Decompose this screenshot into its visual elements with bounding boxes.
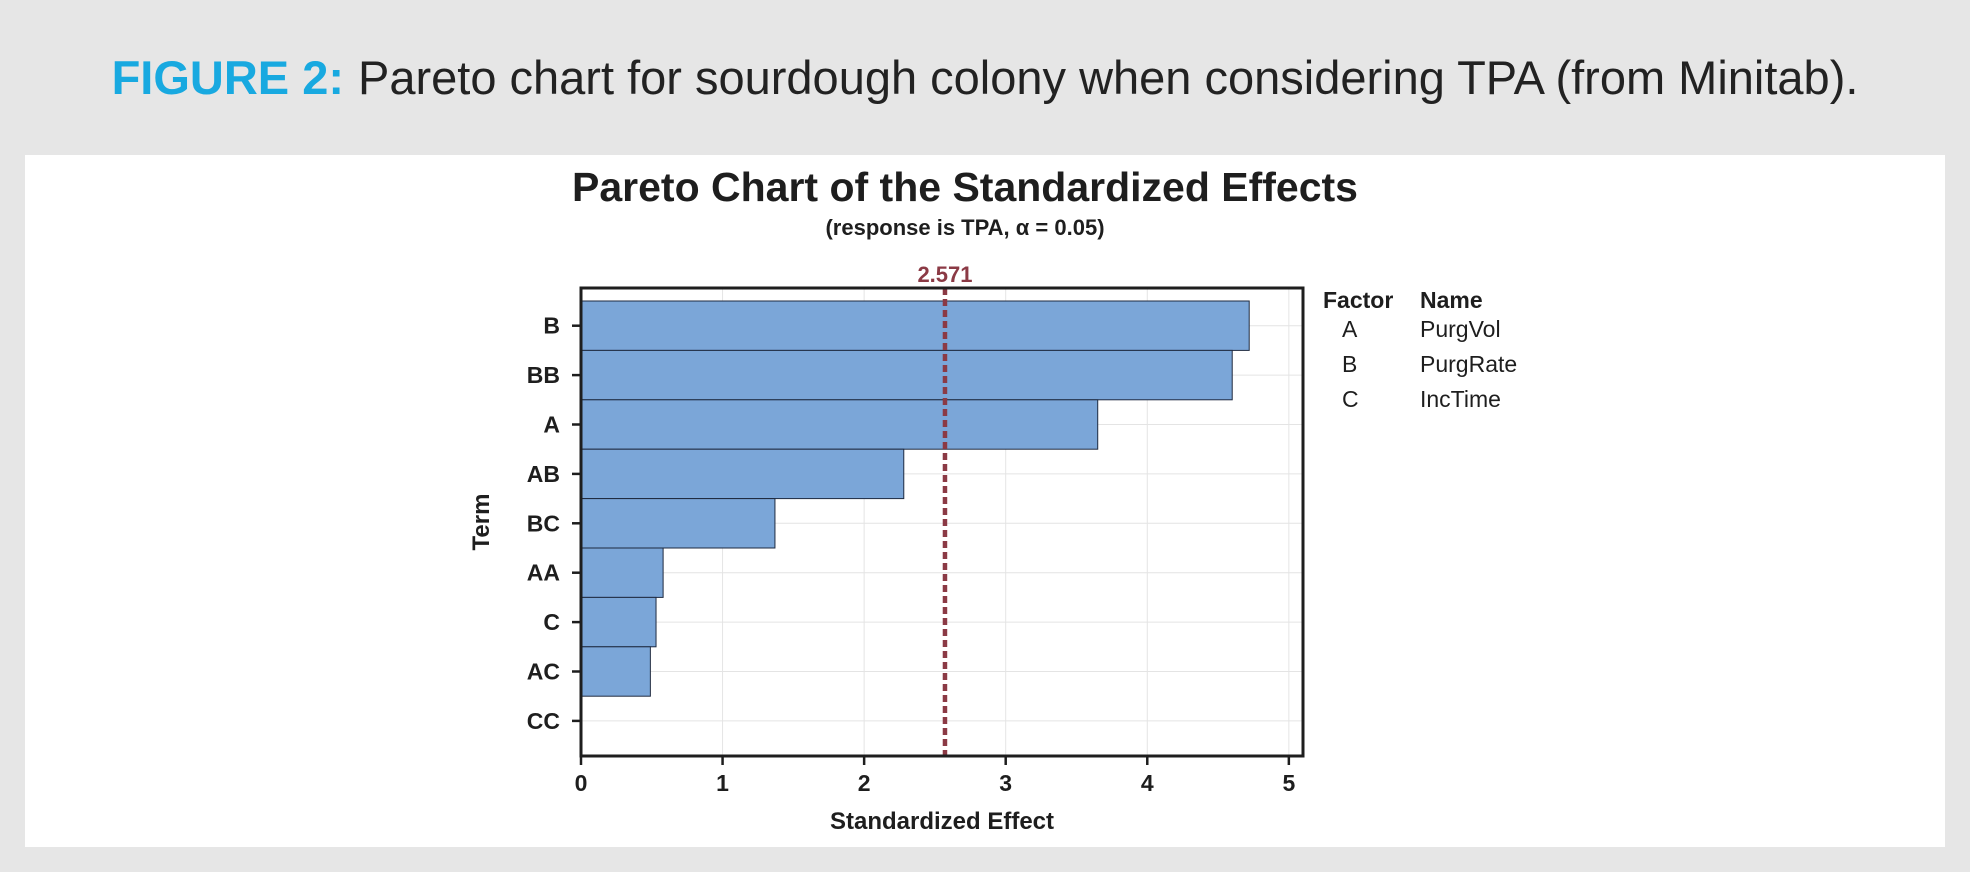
legend-factor-b: B <box>1342 351 1357 377</box>
reference-line-group: 2.571 <box>917 262 973 756</box>
bar-a <box>580 399 1099 450</box>
factor-legend: Factor Name A PurgVol B PurgRate C IncTi… <box>1323 287 1517 412</box>
legend-factor-c: C <box>1342 386 1359 412</box>
bar-c <box>580 596 657 648</box>
chart-panel: Pareto Chart of the Standardized Effects… <box>25 155 1945 847</box>
bar-ab <box>580 448 905 500</box>
y-tick-label-ac: AC <box>527 659 560 685</box>
legend-header-factor: Factor <box>1323 287 1393 313</box>
legend-factor-a: A <box>1342 316 1358 342</box>
bar-bb <box>580 349 1233 401</box>
plot-frame <box>579 286 1305 758</box>
x-axis-label: Standardized Effect <box>830 808 1054 835</box>
x-tick-label-3: 3 <box>999 770 1012 796</box>
x-tick-label-1: 1 <box>716 770 729 796</box>
bars <box>580 300 1250 697</box>
y-tick-label-bb: BB <box>527 362 560 388</box>
x-tick-label-4: 4 <box>1141 770 1154 796</box>
x-tick-label-0: 0 <box>575 770 588 796</box>
y-tick-label-cc: CC <box>527 708 560 734</box>
bar-ac <box>580 646 651 697</box>
bar-bc <box>580 498 776 549</box>
y-tick-label-a: A <box>543 412 560 438</box>
figure-caption: FIGURE 2: Pareto chart for sourdough col… <box>0 0 1970 155</box>
legend-name-b: PurgRate <box>1420 351 1517 377</box>
y-tick-label-ab: AB <box>527 461 560 487</box>
legend-name-c: IncTime <box>1420 386 1501 412</box>
legend-name-a: PurgVol <box>1420 316 1501 342</box>
caption-text: Pareto chart for sourdough colony when c… <box>358 51 1859 104</box>
x-tick-label-2: 2 <box>858 770 871 796</box>
bar-b <box>580 300 1250 351</box>
y-tick-label-aa: AA <box>527 560 560 586</box>
y-axis-label: Term <box>468 494 495 551</box>
reference-line-label: 2.571 <box>917 262 972 287</box>
chart-title: Pareto Chart of the Standardized Effects <box>572 164 1358 210</box>
pareto-chart: Pareto Chart of the Standardized Effects… <box>468 164 1517 835</box>
legend-header-name: Name <box>1420 287 1483 313</box>
y-tick-label-bc: BC <box>527 510 560 536</box>
caption-label: FIGURE 2: <box>111 51 344 104</box>
y-tick-label-c: C <box>543 609 560 635</box>
x-tick-label-5: 5 <box>1282 770 1295 796</box>
y-tick-label-b: B <box>543 313 560 339</box>
chart-subtitle: (response is TPA, α = 0.05) <box>825 215 1104 240</box>
bar-aa <box>580 547 664 598</box>
